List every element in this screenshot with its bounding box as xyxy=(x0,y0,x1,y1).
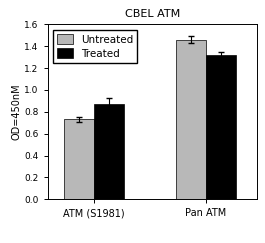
Bar xyxy=(176,40,206,199)
Title: CBEL ATM: CBEL ATM xyxy=(125,9,180,19)
Bar xyxy=(64,120,94,199)
Y-axis label: OD=450nM: OD=450nM xyxy=(11,83,21,140)
Legend: Untreated, Treated: Untreated, Treated xyxy=(53,29,138,63)
Bar xyxy=(94,104,124,199)
Bar xyxy=(206,55,236,199)
